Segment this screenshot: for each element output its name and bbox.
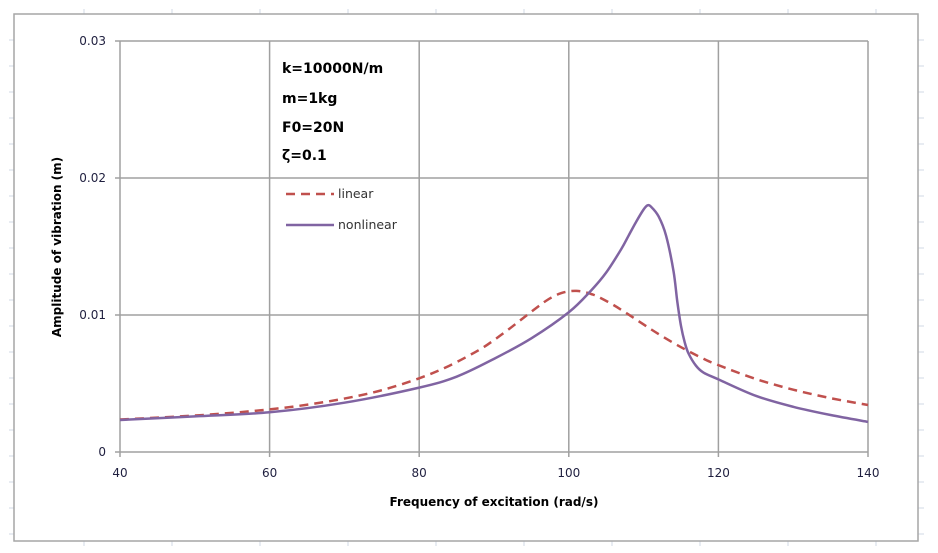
y-axis-title: Amplitude of vibration (m) bbox=[50, 157, 64, 337]
y-tick-label: 0.03 bbox=[79, 34, 106, 48]
x-tick-labels: 40 60 80 100 120 140 bbox=[112, 466, 879, 480]
y-tick-label: 0.02 bbox=[79, 171, 106, 185]
axes bbox=[115, 41, 868, 457]
annotation-line-m: m=1kg bbox=[282, 91, 337, 107]
annotation-line-zeta: ζ=0.1 bbox=[282, 148, 327, 164]
y-tick-labels: 0 0.01 0.02 0.03 bbox=[79, 34, 106, 459]
background-grid-ticks bbox=[9, 9, 924, 546]
annotation-line-f0: F0=20N bbox=[282, 120, 344, 136]
series-group bbox=[119, 203, 869, 424]
legend: linear nonlinear bbox=[286, 186, 398, 232]
parameter-annotation: k=10000N/m m=1kg F0=20N ζ=0.1 bbox=[282, 61, 383, 164]
x-tick-label: 120 bbox=[707, 466, 730, 480]
plot-area bbox=[120, 41, 868, 452]
series-line-nonlinear bbox=[119, 203, 869, 424]
x-tick-label: 60 bbox=[262, 466, 277, 480]
y-tick-label: 0 bbox=[98, 445, 106, 459]
gridlines bbox=[115, 40, 869, 457]
series-line-linear bbox=[119, 289, 869, 421]
x-tick-label: 40 bbox=[112, 466, 127, 480]
legend-label-nonlinear: nonlinear bbox=[338, 217, 398, 232]
x-tick-label: 100 bbox=[557, 466, 580, 480]
legend-label-linear: linear bbox=[338, 186, 374, 201]
x-tick-label: 140 bbox=[857, 466, 880, 480]
x-axis-title: Frequency of excitation (rad/s) bbox=[390, 495, 599, 509]
annotation-line-k: k=10000N/m bbox=[282, 61, 383, 77]
y-tick-label: 0.01 bbox=[79, 308, 106, 322]
x-tick-label: 80 bbox=[412, 466, 427, 480]
